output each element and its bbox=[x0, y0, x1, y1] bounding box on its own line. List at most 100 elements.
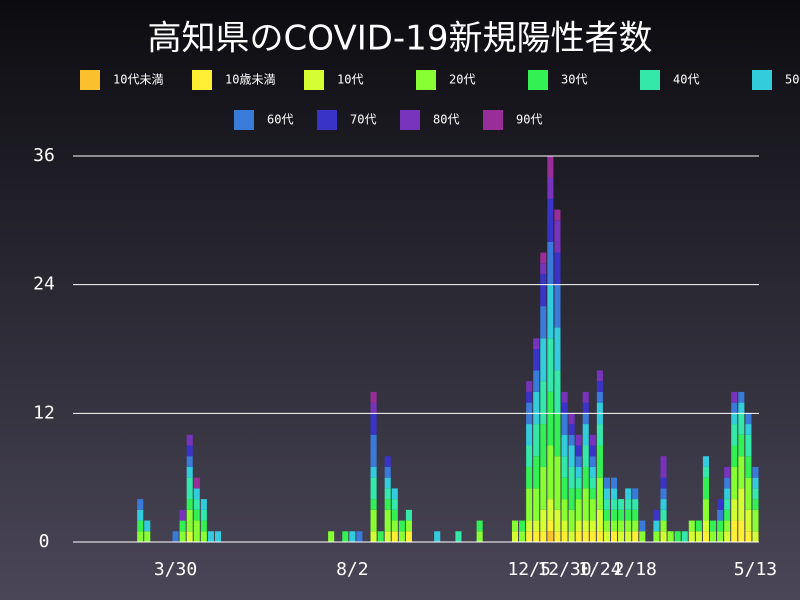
legend-label: 70代 bbox=[350, 113, 376, 127]
bar-segment bbox=[526, 381, 533, 392]
bar-segment bbox=[752, 477, 759, 489]
bar-segment bbox=[554, 209, 561, 221]
bar-segment bbox=[511, 531, 519, 542]
legend-swatch bbox=[528, 70, 548, 90]
bar-segment bbox=[589, 434, 596, 446]
bar-segment bbox=[200, 499, 207, 510]
bar-segment bbox=[547, 531, 554, 542]
legend-label: 40代 bbox=[673, 73, 699, 87]
bar-segment bbox=[384, 499, 391, 510]
bar-segment bbox=[688, 520, 695, 532]
bar-segment bbox=[695, 531, 702, 542]
bar-segment bbox=[575, 434, 582, 446]
bar-segment bbox=[193, 520, 200, 542]
bar-segment bbox=[356, 531, 363, 542]
bar-segment bbox=[554, 327, 561, 371]
bar-segment bbox=[547, 156, 554, 178]
bar-segment bbox=[589, 456, 596, 467]
bar-segment bbox=[186, 466, 193, 478]
bar-segment bbox=[384, 456, 391, 467]
bar-segment bbox=[596, 424, 603, 446]
legend-swatch bbox=[400, 110, 420, 130]
bar-segment bbox=[596, 391, 603, 403]
bar-segment bbox=[596, 445, 603, 478]
bar-segment bbox=[540, 381, 547, 425]
bar-segment bbox=[582, 488, 589, 521]
bar-segment bbox=[398, 520, 405, 532]
legend-swatch bbox=[483, 110, 503, 130]
bar-segment bbox=[391, 520, 398, 532]
bar-segment bbox=[724, 477, 731, 489]
legend-swatch bbox=[317, 110, 337, 130]
bar-segment bbox=[193, 499, 200, 510]
bar-segment bbox=[476, 520, 483, 532]
bar-segment bbox=[568, 488, 575, 510]
bar-segment bbox=[632, 509, 639, 521]
bar-segment bbox=[137, 509, 144, 521]
bar-segment bbox=[533, 456, 540, 489]
bar-segment bbox=[582, 520, 589, 532]
bar-segment bbox=[186, 456, 193, 467]
legend-label: 10代未満 bbox=[113, 73, 163, 87]
x-tick-label: 2/18 bbox=[614, 559, 657, 580]
bar-segment bbox=[172, 531, 179, 542]
bar-segment bbox=[589, 445, 596, 457]
bar-segment bbox=[589, 520, 596, 532]
bar-segment bbox=[519, 531, 526, 542]
bar-segment bbox=[384, 488, 391, 500]
bar-segment bbox=[179, 531, 186, 542]
bar-segment bbox=[179, 520, 186, 532]
bar-segment bbox=[519, 520, 526, 532]
bar-segment bbox=[582, 531, 589, 542]
bar-segment bbox=[618, 520, 625, 532]
bar-segment bbox=[702, 531, 709, 542]
bar-segment bbox=[547, 284, 554, 339]
bar-segment bbox=[731, 391, 738, 403]
bar-segment bbox=[370, 413, 377, 435]
bar-segment bbox=[610, 520, 618, 532]
bar-segment bbox=[137, 531, 144, 542]
bar-segment bbox=[384, 531, 391, 542]
bar-segment bbox=[561, 413, 568, 435]
bar-segment bbox=[639, 520, 646, 532]
bar-segment bbox=[717, 531, 724, 542]
bar-segment bbox=[610, 509, 618, 521]
bar-segment bbox=[717, 509, 724, 521]
bar-segment bbox=[575, 520, 582, 532]
bar-segment bbox=[709, 520, 717, 532]
bar-segment bbox=[540, 252, 547, 264]
bar-segment bbox=[688, 531, 695, 542]
bar-segment bbox=[582, 391, 589, 403]
bar-segment bbox=[745, 456, 752, 478]
bar-segment bbox=[568, 531, 575, 542]
bar-segment bbox=[533, 370, 540, 392]
bar-segment bbox=[752, 509, 759, 532]
bar-segment bbox=[540, 273, 547, 307]
bar-segment bbox=[533, 520, 540, 532]
bar-segment bbox=[540, 509, 547, 532]
bar-segment bbox=[349, 531, 356, 542]
bar-segment bbox=[596, 509, 603, 532]
bar-segment bbox=[455, 531, 462, 542]
bar-segment bbox=[596, 531, 603, 542]
bar-segment bbox=[724, 499, 731, 510]
bar-segment bbox=[575, 477, 582, 489]
bar-segment bbox=[554, 531, 561, 542]
bar-segment bbox=[596, 477, 603, 510]
bar-segment bbox=[625, 488, 632, 500]
bar-segment bbox=[554, 370, 561, 414]
bar-segment bbox=[526, 445, 533, 467]
bar-segment bbox=[738, 456, 745, 489]
bar-segment bbox=[745, 424, 752, 435]
bar-segment bbox=[702, 456, 709, 467]
bar-segment bbox=[561, 456, 568, 478]
bar-segment bbox=[625, 531, 632, 542]
bar-segment bbox=[526, 466, 533, 489]
bar-segment bbox=[731, 520, 738, 542]
bar-segment bbox=[610, 499, 618, 510]
bar-segment bbox=[186, 434, 193, 446]
bar-segment bbox=[702, 477, 709, 500]
bar-segment bbox=[575, 488, 582, 500]
bar-segment bbox=[582, 445, 589, 467]
